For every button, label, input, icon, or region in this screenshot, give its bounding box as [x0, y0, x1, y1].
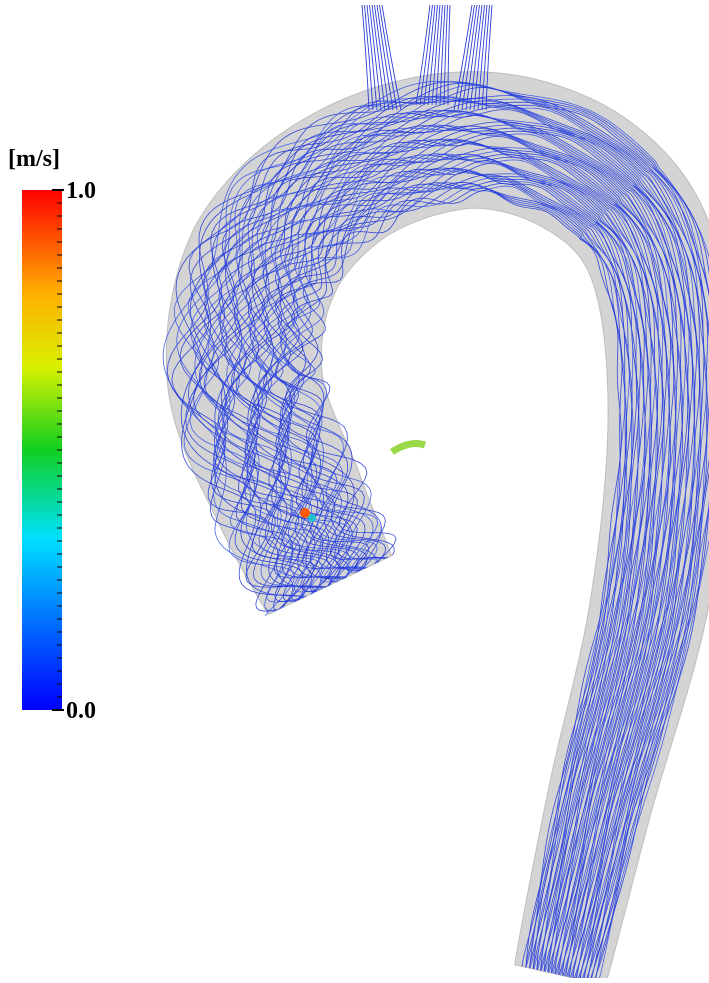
streamline	[218, 125, 682, 977]
streamline	[279, 174, 638, 969]
streamline	[379, 4, 398, 111]
streamline	[162, 80, 709, 983]
streamline	[274, 182, 633, 969]
streamline	[423, 4, 436, 106]
streamline	[225, 133, 675, 976]
streamline	[439, 4, 446, 106]
streamline	[289, 187, 623, 968]
streamline	[247, 147, 663, 974]
streamline	[415, 4, 431, 106]
streamline	[435, 4, 443, 106]
streamline	[277, 180, 634, 969]
streamline	[187, 96, 708, 982]
jet-spot	[300, 508, 310, 518]
streamline	[279, 182, 630, 969]
jet-spot	[308, 514, 316, 522]
streamline	[369, 4, 382, 111]
streamline	[233, 138, 670, 975]
streamline	[173, 84, 709, 983]
streamline	[477, 4, 488, 111]
streamline	[371, 4, 386, 111]
streamline	[283, 185, 626, 968]
streamline	[235, 142, 665, 974]
streamline	[431, 4, 441, 106]
streamline	[179, 95, 709, 981]
streamline	[374, 4, 390, 111]
streamline	[214, 121, 689, 978]
streamline	[204, 112, 690, 979]
aorta	[162, 4, 709, 983]
tick-label: 0.0	[66, 698, 96, 724]
streamline	[166, 82, 709, 983]
streamline	[263, 167, 642, 970]
streamline	[447, 4, 451, 106]
streamline	[427, 4, 438, 106]
streamline	[376, 4, 394, 111]
streamline	[457, 4, 475, 111]
streamline	[443, 4, 448, 106]
streamline	[419, 4, 433, 106]
streamline	[180, 95, 709, 982]
streamline	[194, 110, 695, 980]
streamline	[361, 4, 370, 111]
colorbar-gradient	[22, 190, 62, 710]
streamline	[175, 81, 709, 983]
streamline	[265, 168, 641, 971]
streamline	[187, 100, 702, 981]
streamline	[280, 181, 626, 969]
streamline	[248, 153, 656, 973]
streamline	[192, 109, 698, 980]
streamline	[226, 139, 671, 976]
streamline	[287, 190, 622, 967]
colorbar: [m/s] 0.0 1.0	[8, 146, 96, 724]
streamline	[252, 157, 652, 972]
streamline	[256, 162, 647, 971]
streamline	[366, 4, 378, 111]
streamline	[247, 154, 659, 974]
streamline	[193, 106, 701, 980]
streamline	[217, 125, 683, 978]
tick-label: 1.0	[66, 178, 96, 204]
streamline	[230, 139, 668, 975]
streamline	[253, 155, 652, 972]
colorbar-minor-ticks	[57, 189, 62, 711]
streamline	[473, 4, 485, 111]
streamline	[190, 103, 702, 981]
streamline	[185, 96, 708, 982]
streamline	[285, 183, 628, 968]
streamline	[220, 128, 677, 976]
streamline	[203, 114, 690, 979]
streamline	[171, 87, 709, 983]
streamline	[364, 4, 374, 111]
jet-spot	[390, 440, 427, 455]
colorbar-unit: [m/s]	[8, 146, 60, 172]
